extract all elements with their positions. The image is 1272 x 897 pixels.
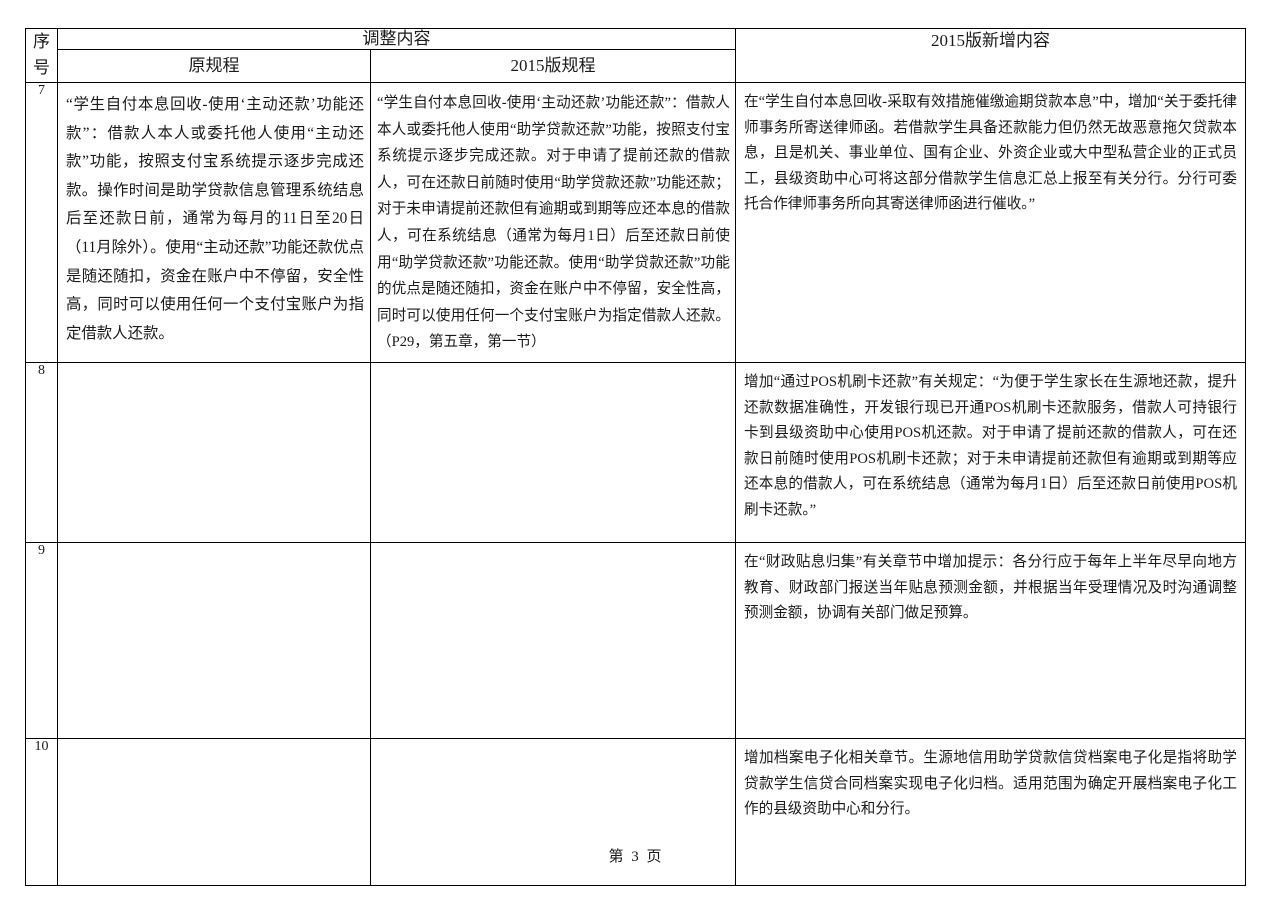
header-cell-adjust-content: 调整内容: [57, 28, 736, 50]
cell-rules-2015: “学生自付本息回收-使用‘主动还款’功能还款”：借款人本人或委托他人使用“助学贷…: [370, 82, 736, 363]
table-row: 7 “学生自付本息回收-使用‘主动还款’功能还款”：借款人本人或委托他人使用“主…: [25, 82, 1246, 363]
header-cell-rules-2015: 2015版规程: [370, 49, 736, 83]
page-footer: 第 3 页: [608, 849, 664, 865]
table-row: 10 增加档案电子化相关章节。生源地信用助学贷款信贷档案电子化是指将助学贷款学生…: [25, 737, 1246, 886]
row-sequence-number: 7: [25, 82, 58, 363]
cell-rules-2015: [370, 361, 736, 543]
cell-old-rules: [57, 541, 371, 739]
header-cell-old-rules: 原规程: [57, 49, 371, 83]
table-header-row-sub: 原规程 2015版规程: [26, 49, 1246, 83]
comparison-table: 序 号 调整内容 2015版新增内容 原规程 2015版规程 7 “学生自付本息…: [25, 28, 1246, 886]
cell-old-rules: [57, 737, 371, 886]
cell-rules-2015: [370, 541, 736, 739]
row-sequence-number: 9: [25, 541, 58, 739]
row-sequence-number: 8: [25, 361, 58, 543]
header-sequence-line1: 序: [33, 32, 50, 51]
header-cell-sequence: 序 号: [25, 28, 58, 83]
table-row: 9 在“财政贴息归集”有关章节中增加提示：各分行应于每年上半年尽早向地方教育、财…: [25, 541, 1246, 739]
header-cell-added-2015: 2015版新增内容: [735, 28, 1246, 83]
cell-added-2015: 在“财政贴息归集”有关章节中增加提示：各分行应于每年上半年尽早向地方教育、财政部…: [735, 541, 1246, 739]
cell-old-rules: [57, 361, 371, 543]
table-row: 8 增加“通过POS机刷卡还款”有关规定：“为便于学生家长在生源地还款，提升还款…: [25, 361, 1246, 543]
table-header-row-top: 序 号 调整内容 2015版新增内容: [25, 28, 1246, 83]
header-sequence-line2: 号: [33, 58, 50, 77]
cell-added-2015: 增加“通过POS机刷卡还款”有关规定：“为便于学生家长在生源地还款，提升还款数据…: [735, 361, 1246, 543]
cell-added-2015: 在“学生自付本息回收-采取有效措施催缴逾期贷款本息”中，增加“关于委托律师事务所…: [735, 82, 1246, 363]
cell-old-rules: “学生自付本息回收-使用‘主动还款’功能还款”：借款人本人或委托他人使用“主动还…: [57, 82, 371, 363]
cell-added-2015: 增加档案电子化相关章节。生源地信用助学贷款信贷档案电子化是指将助学贷款学生信贷合…: [735, 737, 1246, 886]
